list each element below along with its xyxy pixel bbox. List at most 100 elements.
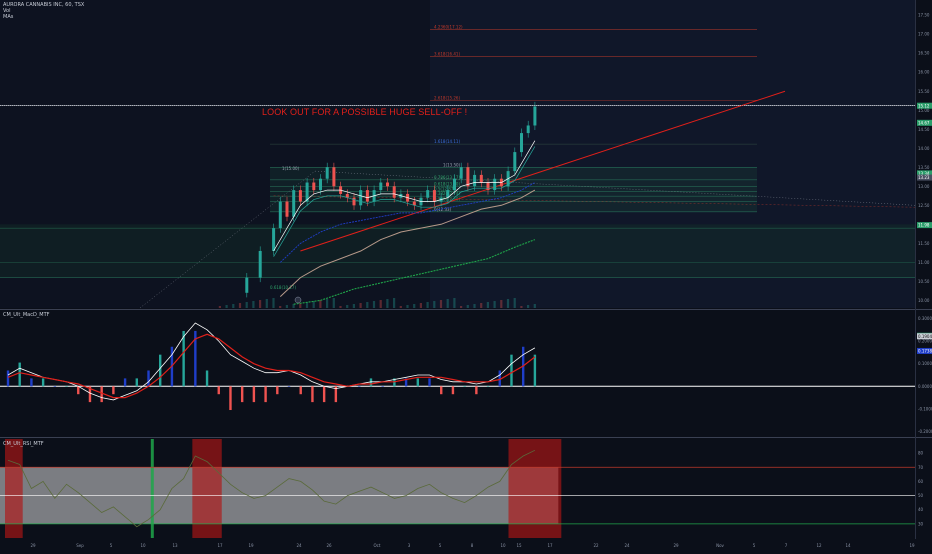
volume-bar [520,306,523,308]
macd-histogram-bar [276,386,279,395]
time-tick-label: 10 [500,543,506,548]
price-tick-label: 13.00 [918,184,930,189]
support-zone [0,224,915,278]
rsi-tick-label: 50 [918,493,924,498]
candle-body [513,152,517,172]
time-tick-label: 10 [140,543,146,548]
candle-body [352,197,356,206]
candle-body [520,133,523,153]
macd-histogram-bar [240,386,244,403]
macd-tick-label: 0.3000 [918,316,932,321]
macd-histogram-bar [381,386,384,387]
candle-body [533,106,537,126]
macd-histogram-bar [252,386,256,403]
price-tick-label: 15.50 [918,89,930,94]
volume-bar [272,298,275,308]
macd-histogram-bar [30,378,33,387]
volume-bar [506,299,510,308]
macd-histogram-bar [194,330,197,387]
volume-bar [500,300,503,308]
macd-histogram-bar [123,378,127,387]
fib-label-11: 0.618(10.27) [270,285,296,290]
price-tick-label: 14.50 [918,127,930,132]
candle-body [466,167,470,187]
volume-bar [513,298,516,308]
candle-body [379,182,383,191]
rsi-oversold-zone [150,439,154,538]
volume-bar [493,301,496,308]
macd-tick-label: 0.0000 [918,384,932,389]
volume-bar [372,301,376,308]
volume-bar [265,299,268,308]
rsi-tick-label: 80 [918,451,924,456]
vol-label: Vol [3,8,11,14]
price-tick-label: 17.00 [918,32,930,37]
volume-bar [225,305,228,308]
time-tick-label: 3 [408,543,411,548]
fib-label-2: 2.618(15.26) [434,95,460,100]
fib-zone [270,167,757,212]
price-badge [917,170,932,177]
candle-body [258,250,262,278]
candle-body [298,190,302,202]
volume-bar [299,303,302,308]
volume-bar [238,303,242,308]
panel-divider-1 [0,309,932,310]
price-tick-label: 10.50 [918,279,930,284]
candle-body [292,190,296,217]
volume-bar [232,304,235,308]
price-tick-label: 16.00 [918,70,930,75]
candle-body [325,167,329,179]
volume-bar [480,303,483,308]
candle-body [446,190,450,198]
volume-bar [439,300,443,308]
candle-body [332,167,336,187]
price-tick-label: 17.50 [918,13,930,18]
time-tick-label: 13 [172,543,178,548]
rsi-panel-title: CM_Ult_RSI_MTF [3,441,44,447]
macd-badge [917,347,932,354]
price-badge-label: 11.98 [918,223,930,228]
time-tick-label: 19 [909,543,915,548]
ma-short-line [273,140,536,252]
panel-divider-2 [0,437,932,438]
macd-histogram-bar [510,354,513,387]
price-badge-label: 15.12 [918,103,930,108]
time-tick-label: 22 [593,543,599,548]
ma-mid-line [279,182,536,263]
time-tick-label: 14 [845,543,851,548]
sell-off-annotation[interactable]: LOOK OUT FOR A POSSIBLE HUGE SELL-OFF ! [262,107,468,117]
price-tick-label: 14.00 [918,146,930,151]
diag-dotted-2 [314,170,916,206]
volume-bar [319,300,322,308]
rsi-tick-label: 60 [918,479,924,484]
trendline-up [300,90,786,252]
candle-body [473,174,477,187]
candle-body [278,201,282,229]
macd-histogram-bar [18,362,21,387]
candle-body [285,201,289,217]
candle-body [479,174,483,183]
macd-histogram-bar [334,386,338,403]
price-badge-label: 13.34 [918,171,930,176]
price-badge-label: 13.23 [918,175,930,180]
price-badge [917,119,932,126]
time-tick-label: 7 [785,543,788,548]
price-tick-label: 13.50 [918,165,930,170]
rsi-tick-label: 70 [918,465,924,470]
macd-tick-label: 0.2000 [918,339,932,344]
macd-histogram-bar [53,386,57,387]
rsi-overbought-zone [5,439,23,538]
fib-label-1: 3.618(16.41) [434,52,460,57]
fib-label-7: 0.5(12.87) [434,186,455,191]
macd-histogram-bar [112,386,115,395]
macd-histogram-bar [147,370,150,387]
rsi-tick-label: 30 [918,521,924,526]
price-tick-label: 12.50 [918,203,930,208]
volume-bar [346,305,349,308]
volume-bar [366,302,369,308]
macd-histogram-bar [88,386,92,403]
volume-bar [486,302,489,308]
